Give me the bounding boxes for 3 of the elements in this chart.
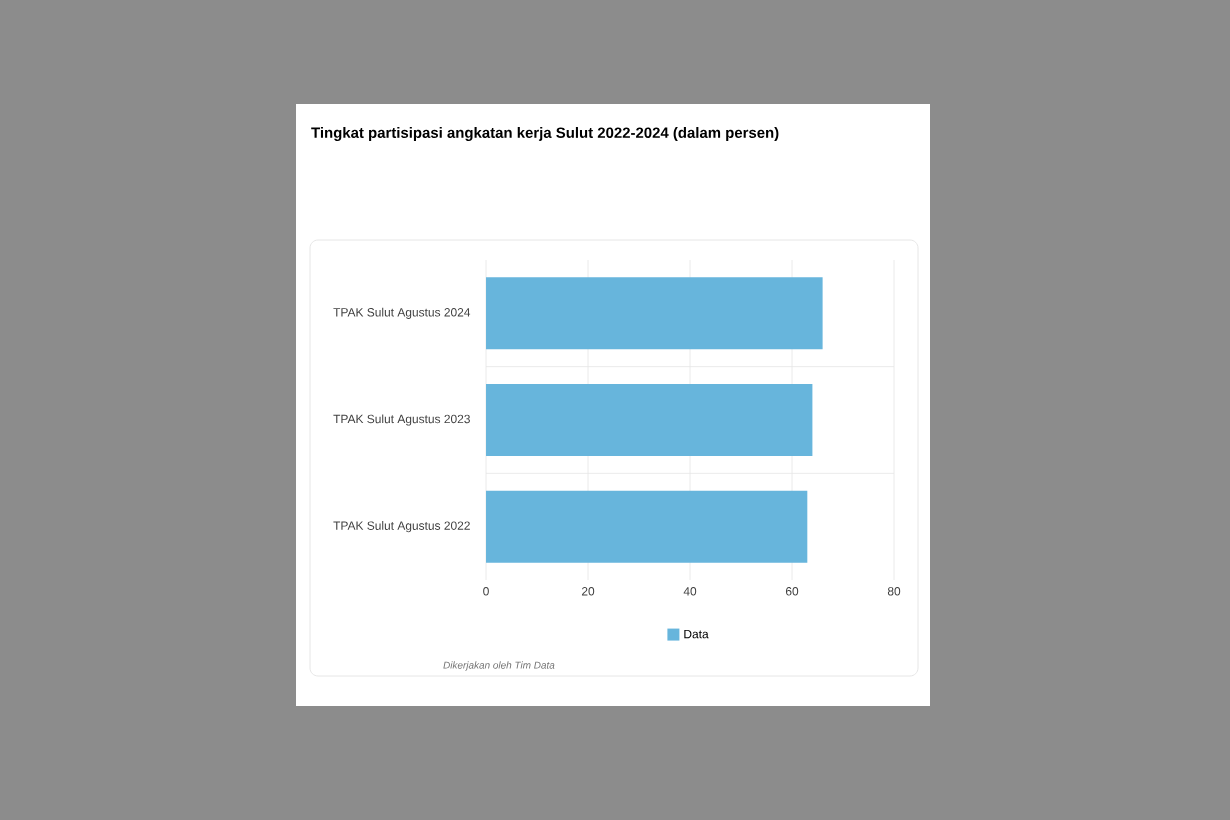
bar — [486, 277, 823, 350]
bar — [486, 384, 813, 456]
bar — [486, 490, 808, 563]
